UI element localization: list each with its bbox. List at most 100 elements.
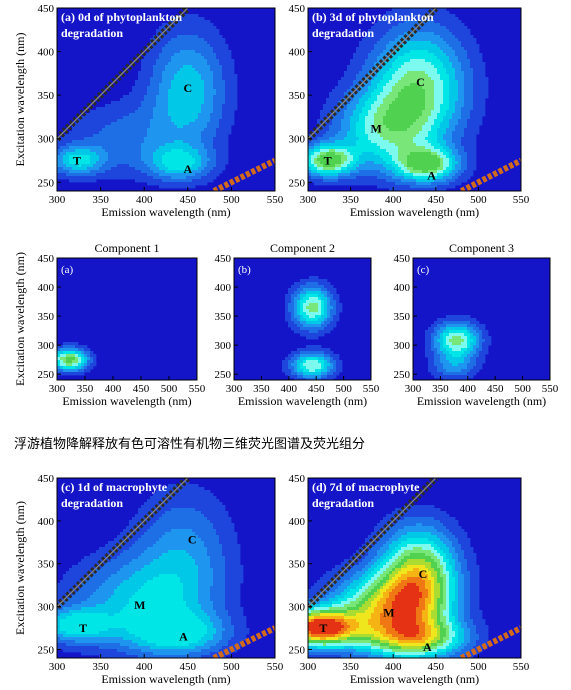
contour-cell: [407, 41, 411, 45]
contour-cell: [395, 26, 399, 30]
contour-cell: [207, 71, 211, 75]
contour-cell: [180, 170, 184, 174]
contour-cell: [138, 80, 142, 84]
contour-cell: [317, 179, 321, 183]
contour-cell: [377, 143, 381, 147]
contour-cell: [389, 107, 393, 111]
contour-cell: [168, 47, 172, 51]
contour-cell: [171, 29, 175, 33]
contour-cell: [461, 74, 465, 78]
contour-cell: [335, 104, 339, 108]
contour-cell: [204, 23, 208, 27]
contour-cell: [416, 38, 420, 42]
contour-cell: [228, 71, 232, 75]
contour-cell: [204, 128, 208, 132]
contour-cell: [225, 62, 229, 66]
contour-cell: [311, 152, 315, 156]
contour-cell: [335, 119, 339, 123]
contour-cell: [461, 41, 465, 45]
contour-cell: [150, 146, 154, 150]
contour-cell: [407, 47, 411, 51]
contour-cell: [386, 167, 390, 171]
contour-cell: [308, 161, 312, 165]
contour-cell: [431, 98, 435, 102]
contour-cell: [464, 95, 468, 99]
contour-cell: [377, 26, 381, 30]
contour-cell: [377, 41, 381, 45]
contour-cell: [428, 158, 432, 162]
contour-cell: [338, 149, 342, 153]
contour-cell: [428, 98, 432, 102]
contour-cell: [207, 134, 211, 138]
contour-cell: [341, 170, 345, 174]
contour-cell: [84, 149, 88, 153]
contour-cell: [320, 161, 324, 165]
contour-cell: [485, 89, 489, 93]
contour-cell: [416, 41, 420, 45]
contour-cell: [96, 113, 100, 117]
contour-cell: [353, 167, 357, 171]
contour-cell: [162, 83, 166, 87]
contour-cell: [114, 158, 118, 162]
contour-cell: [473, 134, 477, 138]
contour-cell: [368, 59, 372, 63]
contour-cell: [461, 95, 465, 99]
contour-cell: [72, 155, 76, 159]
contour-cell: [186, 101, 190, 105]
contour-cell: [344, 107, 348, 111]
contour-cell: [320, 116, 324, 120]
contour-cell: [389, 98, 393, 102]
contour-cell: [425, 41, 429, 45]
contour-cell: [461, 62, 465, 66]
contour-cell: [225, 131, 229, 135]
contour-cell: [102, 158, 106, 162]
contour-cell: [231, 110, 235, 114]
contour-cell: [198, 119, 202, 123]
contour-cell: [335, 176, 339, 180]
contour-cell: [320, 143, 324, 147]
contour-cell: [159, 98, 163, 102]
contour-cell: [132, 155, 136, 159]
contour-cell: [171, 20, 175, 24]
contour-cell: [183, 26, 187, 30]
contour-cell: [222, 53, 226, 57]
contour-cell: [201, 161, 205, 165]
contour-cell: [168, 53, 172, 57]
contour-cell: [129, 134, 133, 138]
contour-cell: [470, 50, 474, 54]
contour-cell: [117, 140, 121, 144]
contour-cell: [422, 59, 426, 63]
contour-cell: [183, 185, 187, 189]
contour-cell: [392, 173, 396, 177]
contour-cell: [120, 143, 124, 147]
contour-cell: [434, 101, 438, 105]
contour-cell: [419, 74, 423, 78]
contour-cell: [180, 35, 184, 39]
contour-cell: [458, 62, 462, 66]
contour-cell: [135, 128, 139, 132]
contour-cell: [156, 80, 160, 84]
contour-cell: [356, 80, 360, 84]
contour-cell: [144, 179, 148, 183]
contour-cell: [177, 161, 181, 165]
contour-cell: [156, 122, 160, 126]
contour-cell: [443, 101, 447, 105]
contour-cell: [350, 77, 354, 81]
contour-cell: [207, 149, 211, 153]
contour-cell: [216, 128, 220, 132]
contour-cell: [225, 59, 229, 63]
contour-cell: [431, 41, 435, 45]
contour-cell: [162, 104, 166, 108]
contour-cell: [374, 44, 378, 48]
contour-cell: [198, 29, 202, 33]
contour-cell: [452, 170, 456, 174]
contour-cell: [347, 101, 351, 105]
contour-cell: [347, 74, 351, 78]
contour-cell: [153, 158, 157, 162]
contour-cell: [201, 170, 205, 174]
contour-cell: [407, 176, 411, 180]
contour-cell: [159, 83, 163, 87]
contour-cell: [350, 128, 354, 132]
contour-cell: [207, 65, 211, 69]
contour-cell: [470, 38, 474, 42]
